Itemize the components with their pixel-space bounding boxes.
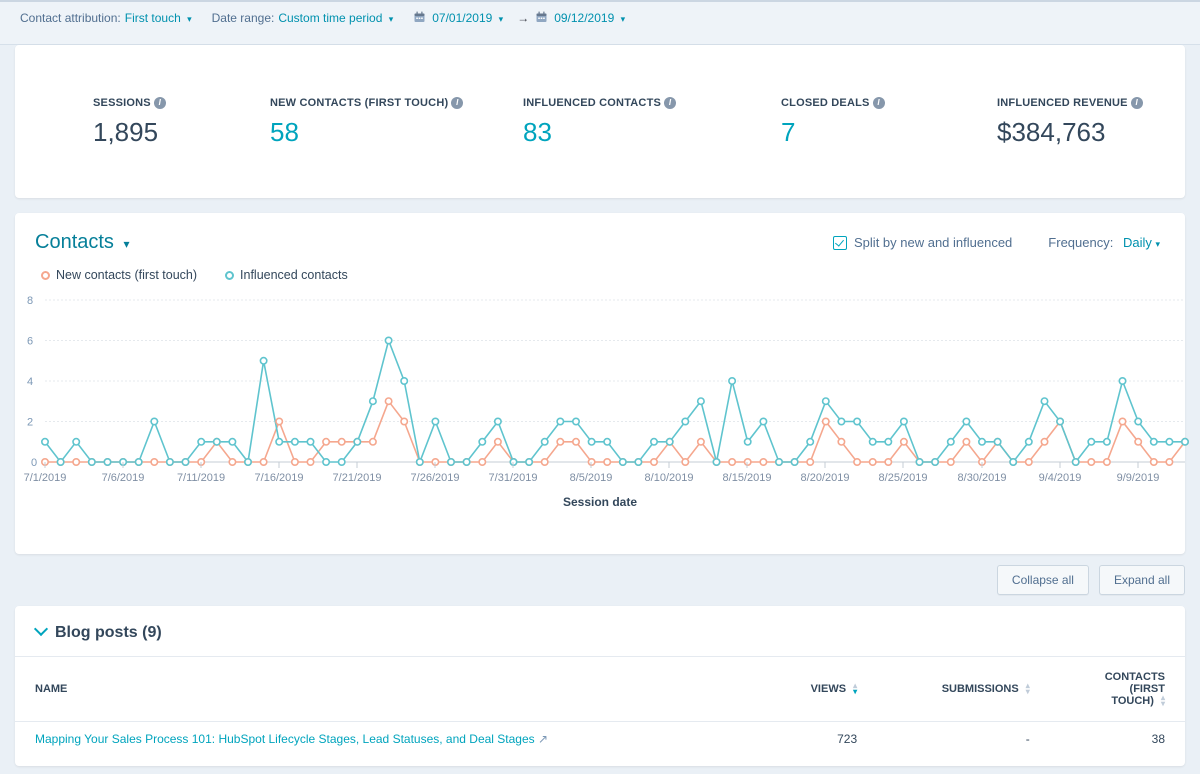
svg-text:8/5/2019: 8/5/2019	[570, 472, 613, 484]
svg-text:8/15/2019: 8/15/2019	[723, 472, 772, 484]
svg-text:7/1/2019: 7/1/2019	[24, 472, 67, 484]
svg-text:8/20/2019: 8/20/2019	[801, 472, 850, 484]
svg-text:8/25/2019: 8/25/2019	[879, 472, 928, 484]
svg-text:6: 6	[27, 336, 33, 348]
svg-text:8/30/2019: 8/30/2019	[958, 472, 1007, 484]
svg-text:7/16/2019: 7/16/2019	[255, 472, 304, 484]
svg-text:4: 4	[27, 376, 33, 388]
svg-text:7/21/2019: 7/21/2019	[333, 472, 382, 484]
svg-text:2: 2	[27, 417, 33, 429]
svg-text:7/6/2019: 7/6/2019	[102, 472, 145, 484]
svg-text:0: 0	[31, 457, 37, 469]
svg-text:7/31/2019: 7/31/2019	[489, 472, 538, 484]
svg-text:8: 8	[27, 295, 33, 307]
svg-text:7/26/2019: 7/26/2019	[411, 472, 460, 484]
svg-text:9/9/2019: 9/9/2019	[1117, 472, 1160, 484]
svg-text:8/10/2019: 8/10/2019	[645, 472, 694, 484]
svg-text:9/4/2019: 9/4/2019	[1039, 472, 1082, 484]
svg-text:7/11/2019: 7/11/2019	[177, 472, 225, 484]
